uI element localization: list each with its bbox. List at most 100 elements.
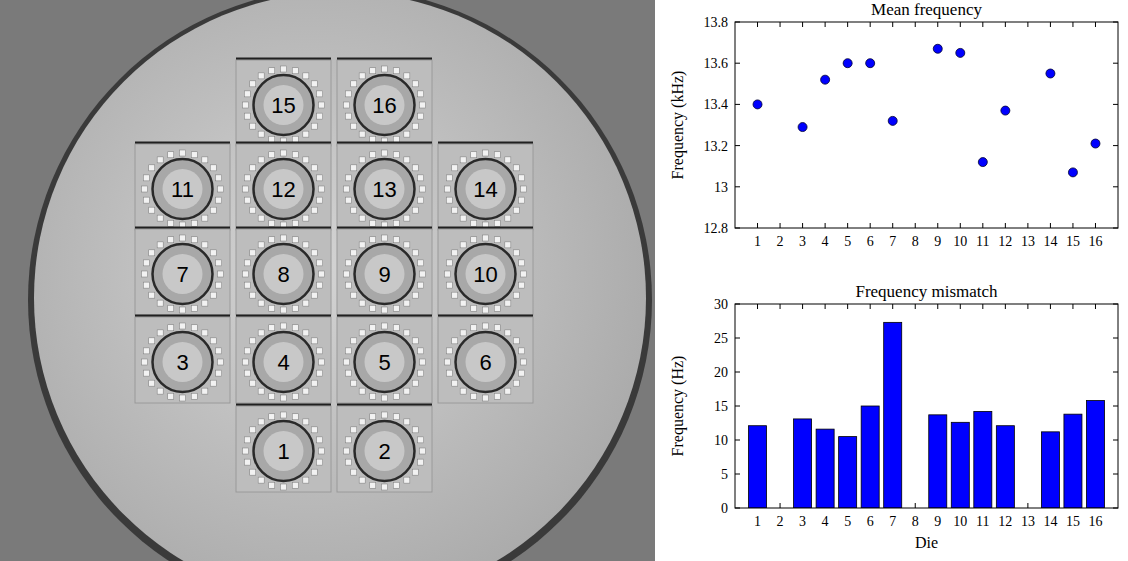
x-tick: [1095, 22, 1096, 27]
x-tick: [892, 304, 893, 309]
pad: [269, 237, 275, 243]
x-tick-label: 3: [799, 514, 806, 529]
y-tick-label: 10: [714, 433, 728, 448]
pad: [519, 348, 525, 354]
x-tick-label: 8: [912, 514, 919, 529]
x-tick: [1027, 22, 1028, 27]
die-body: [337, 60, 432, 146]
pad: [412, 81, 418, 87]
resonator-center: [163, 254, 203, 294]
resonator-center: [365, 169, 405, 209]
pad: [180, 307, 186, 313]
x-tick-label: 2: [777, 514, 784, 529]
die-body: [337, 406, 432, 492]
x-tick: [825, 22, 826, 27]
pad: [250, 207, 256, 213]
bar: [884, 322, 902, 508]
pad: [168, 325, 174, 331]
resonator-center: [365, 342, 405, 382]
die-body: [236, 317, 331, 403]
pad: [157, 300, 163, 306]
pad: [452, 165, 458, 171]
pad: [319, 271, 325, 277]
pad: [244, 348, 250, 354]
y-tick: [735, 104, 740, 105]
resonator: [153, 244, 213, 304]
die-body: [438, 144, 533, 230]
y-tick: [735, 372, 740, 373]
pad: [418, 91, 424, 97]
pad: [412, 380, 418, 386]
x-tick: [802, 22, 803, 27]
x-tick: [847, 22, 848, 27]
pad: [420, 186, 426, 192]
point: [798, 123, 807, 132]
x-tick: [825, 223, 826, 228]
pad: [382, 66, 388, 72]
pad: [303, 419, 309, 425]
die-label: 5: [378, 350, 390, 375]
pad: [269, 136, 275, 142]
x-tick-label: 16: [1088, 234, 1102, 249]
pad: [191, 152, 197, 158]
pad: [191, 305, 197, 311]
x-tick-label: 11: [976, 514, 989, 529]
pad: [370, 393, 376, 399]
pad: [471, 237, 477, 243]
pad: [483, 150, 489, 156]
x-tick-label: 7: [889, 234, 896, 249]
resonator-center: [264, 85, 304, 125]
pad: [250, 250, 256, 256]
pad: [244, 437, 250, 443]
pad: [210, 380, 216, 386]
pad: [311, 338, 317, 344]
die-label: 11: [171, 177, 194, 202]
die-body: [337, 229, 432, 315]
resonator-center: [466, 169, 506, 209]
pad: [202, 388, 208, 394]
pad: [483, 323, 489, 329]
x-tick: [982, 304, 983, 309]
x-tick: [937, 304, 938, 309]
point: [888, 116, 897, 125]
y-axis-title: Frequency (kHz): [669, 71, 687, 180]
pad: [281, 66, 287, 72]
pad: [471, 220, 477, 226]
resonator-center: [365, 431, 405, 471]
die: 2: [337, 405, 432, 492]
resonator: [355, 159, 415, 219]
pad: [513, 207, 519, 213]
x-tick-label: 10: [953, 514, 967, 529]
pad: [216, 197, 222, 203]
pad: [404, 131, 410, 137]
pad: [412, 123, 418, 129]
plot-area: [735, 304, 1118, 508]
pad: [258, 388, 264, 394]
y-tick: [735, 406, 740, 407]
pad: [142, 359, 148, 365]
resonator: [355, 421, 415, 481]
pad: [216, 260, 222, 266]
x-tick-label: 10: [953, 234, 967, 249]
pad: [303, 131, 309, 137]
die: 5: [337, 316, 432, 403]
y-tick-label: 13.6: [704, 56, 729, 71]
x-tick-label: 13: [1021, 514, 1035, 529]
pad: [344, 186, 350, 192]
pad: [483, 307, 489, 313]
x-tick: [1050, 304, 1051, 309]
y-tick: [735, 338, 740, 339]
die-label: 8: [277, 262, 289, 287]
pad: [269, 152, 275, 158]
pad: [393, 482, 399, 488]
x-tick-label: 5: [844, 234, 851, 249]
pad: [311, 207, 317, 213]
pad: [250, 165, 256, 171]
pad: [505, 242, 511, 248]
pad: [351, 380, 357, 386]
resonator-center: [365, 85, 405, 125]
x-tick-label: 13: [1021, 234, 1035, 249]
die-body: [236, 144, 331, 230]
pad: [258, 157, 264, 163]
x-tick: [982, 223, 983, 228]
